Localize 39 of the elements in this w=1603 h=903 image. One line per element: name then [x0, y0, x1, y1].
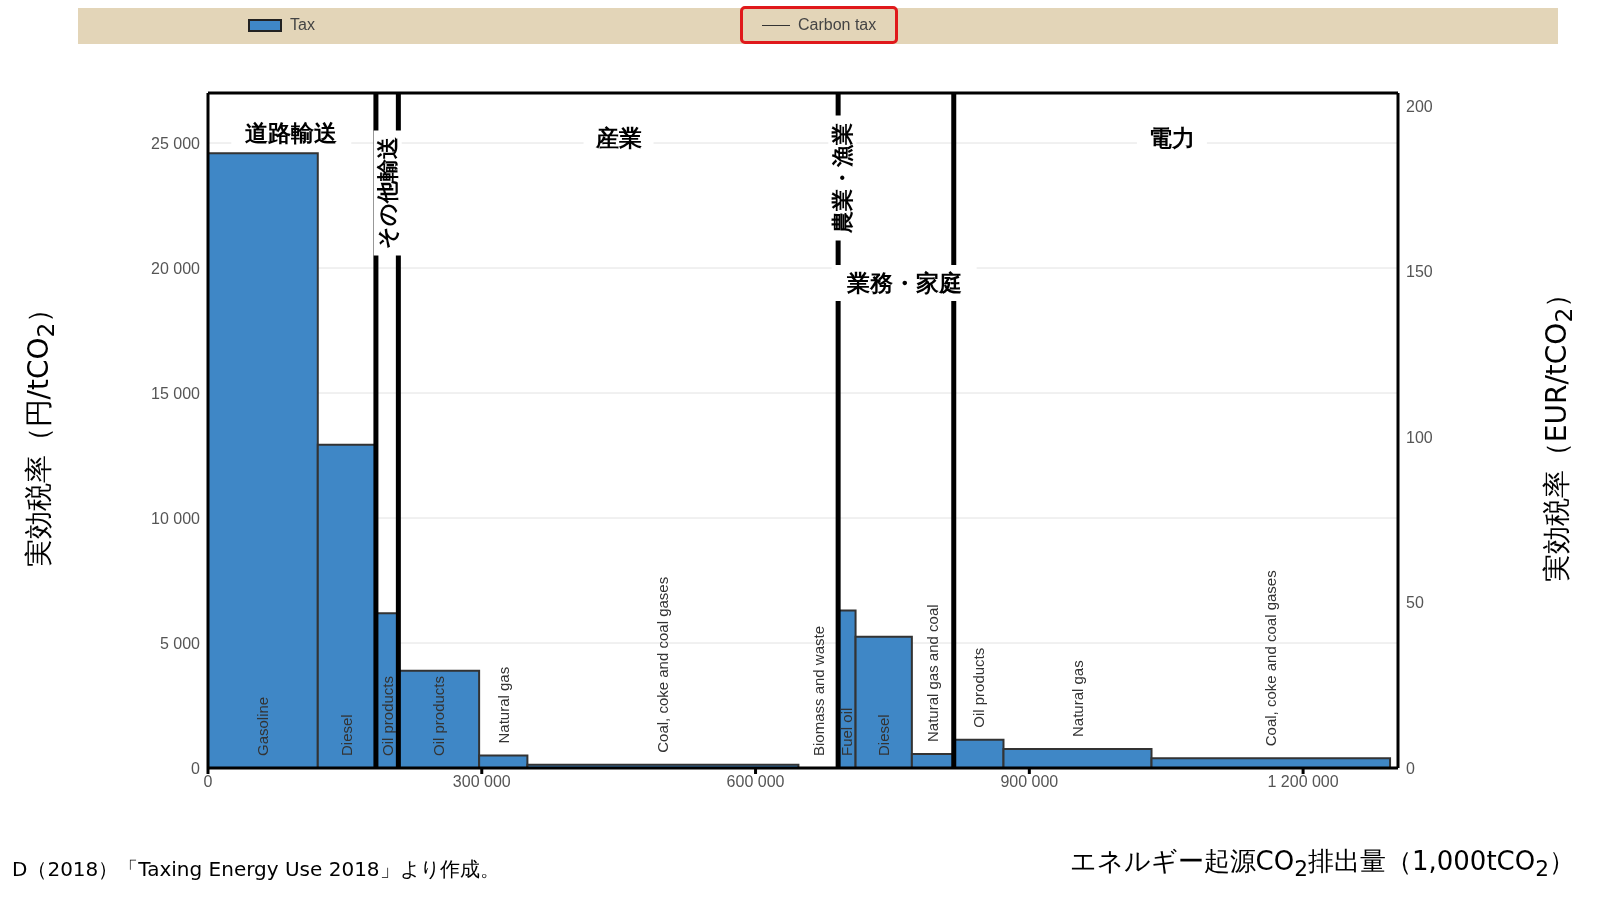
y2-tick-label: 150 [1406, 263, 1433, 281]
y2-tick-label: 100 [1406, 428, 1433, 446]
y-tick-label: 5 000 [159, 634, 201, 652]
y-tick-label: 10 000 [151, 509, 201, 527]
annotation: 産業 [594, 125, 642, 151]
annotation: 電力 [1148, 125, 1195, 151]
x-tick-label: 600 000 [726, 773, 785, 791]
x-tick-label: 900 000 [1000, 773, 1059, 791]
category-label: Natural gas [494, 666, 512, 744]
category-label: Diesel [338, 714, 356, 756]
y2-tick-label: 200 [1406, 97, 1433, 115]
category-label: Coal, coke and coal gases [654, 576, 672, 753]
y2-tick-label: 50 [1406, 594, 1424, 612]
category-label: Diesel [875, 714, 893, 756]
category-label: Coal, coke and coal gases [1262, 570, 1280, 747]
text: D（2018）「Taxing Energy Use 2018」より作成。 [12, 856, 500, 883]
category-label: Oil products [378, 675, 396, 756]
annotation: 道路輸送 [245, 120, 338, 146]
y-tick-label: 15 000 [151, 384, 201, 402]
legend-label: Carbon tax [798, 16, 877, 34]
annotation: 業務・家庭 [845, 270, 962, 296]
category-label: Natural gas and coal [924, 604, 942, 742]
category-label: Fuel oil [838, 707, 856, 756]
x-axis-title: エネルギー起源CO$_{2}$排出量（1,000tCO$_{2}$） [1069, 846, 1575, 882]
category-label: Biomass and waste [809, 625, 827, 756]
annotation: その他輸送 [375, 137, 401, 249]
legend-label: Tax [290, 16, 315, 34]
category-label: Oil products [970, 647, 988, 728]
x-tick-label: 300 000 [452, 773, 511, 791]
category-label: Oil products [430, 675, 448, 756]
y-tick-label: 0 [191, 759, 201, 777]
x-tick-label: 0 [203, 773, 213, 791]
y2-tick-label: 0 [1406, 759, 1415, 777]
y-tick-label: 25 000 [151, 134, 201, 152]
annotation: 農業・漁業 [829, 123, 855, 234]
category-label: Gasoline [254, 696, 272, 756]
category-label: Natural gas [1069, 660, 1086, 737]
y-tick-label: 20 000 [151, 259, 201, 277]
x-tick-label: 1 200 000 [1267, 773, 1339, 791]
